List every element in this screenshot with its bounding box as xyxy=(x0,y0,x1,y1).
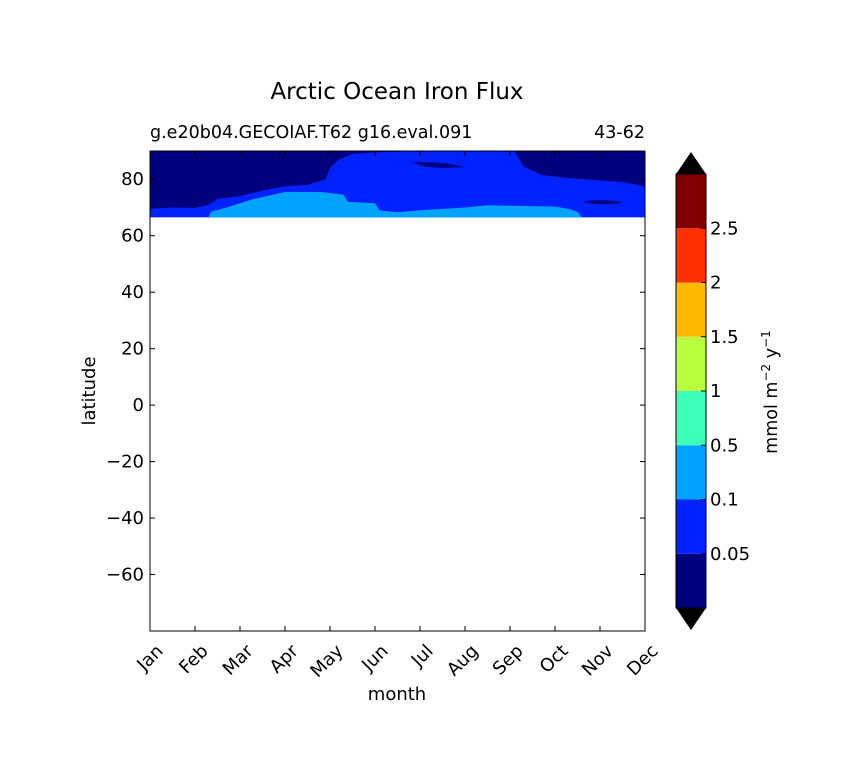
plot-area: Jan Feb Mar Apr May Jun Jul Aug Sep Oct Nov Dec 80 6… xyxy=(106,150,663,682)
y-tick-label: −40 xyxy=(106,508,144,529)
y-axis: 80 60 40 20 0 −20 −40 −60 xyxy=(106,169,645,586)
colorbar-extend-max xyxy=(676,152,706,174)
x-axis-label: month xyxy=(368,684,426,705)
x-tick-label: Feb xyxy=(175,641,212,678)
colorbar-segment xyxy=(676,445,706,500)
colorbar: 0.05 0.1 0.5 1 1.5 2 2.5 xyxy=(675,152,750,630)
colorbar-segment xyxy=(676,228,706,283)
y-tick-label: 40 xyxy=(121,282,144,303)
x-tick-label: Apr xyxy=(266,640,303,677)
contour-field xyxy=(150,151,645,218)
chart-subtitle-left: g.e20b04.GECOIAF.T62 g16.eval.091 xyxy=(150,123,472,143)
colorbar-tick-label: 0.05 xyxy=(710,544,750,565)
y-tick-label: 20 xyxy=(121,339,144,360)
colorbar-tick-label: 1 xyxy=(710,381,721,402)
x-tick-label: Sep xyxy=(489,641,528,680)
contour-patch-2 xyxy=(582,200,623,205)
x-tick-label: Jul xyxy=(407,641,438,672)
colorbar-segment xyxy=(676,391,706,446)
colorbar-extend-min xyxy=(676,608,706,630)
contour-band-lt-0.05-west xyxy=(150,151,645,209)
colorbar-segment xyxy=(676,282,706,337)
y-tick-label: 60 xyxy=(121,226,144,247)
colorbar-tick-label: 0.5 xyxy=(710,435,739,456)
x-tick-label: Jan xyxy=(132,641,167,676)
contour-patch-1 xyxy=(411,162,465,168)
colorbar-tick-label: 1.5 xyxy=(710,327,739,348)
colorbar-label: mmol m−2 y−1 xyxy=(759,330,782,454)
x-tick-label: Aug xyxy=(443,641,483,681)
chart-title: Arctic Ocean Iron Flux xyxy=(270,79,523,105)
colorbar-unit-exp2: −1 xyxy=(759,330,773,348)
x-tick-label: May xyxy=(306,640,347,681)
plot-frame xyxy=(149,150,646,632)
colorbar-segment xyxy=(676,336,706,391)
y-axis-label: latitude xyxy=(79,356,100,425)
x-tick-label: Jun xyxy=(357,641,392,676)
colorbar-unit-y: y xyxy=(762,348,782,364)
x-tick-label: Nov xyxy=(578,640,618,680)
y-tick-label: 0 xyxy=(133,395,144,416)
y-tick-label: −60 xyxy=(106,565,144,586)
colorbar-tick-label: 2.5 xyxy=(710,218,739,239)
x-tick-label: Mar xyxy=(219,640,258,679)
chart-subtitle-right: 43-62 xyxy=(594,123,645,143)
colorbar-segment xyxy=(676,174,706,229)
x-axis: Jan Feb Mar Apr May Jun Jul Aug Sep Oct Nov Dec xyxy=(132,151,663,682)
contour-band-0.1-0.5 xyxy=(208,191,582,218)
x-tick-label: Oct xyxy=(536,641,573,678)
colorbar-tick-label: 0.1 xyxy=(710,490,739,511)
colorbar-segment xyxy=(676,553,706,608)
colorbar-unit-exp1: −2 xyxy=(759,364,773,382)
y-tick-label: −20 xyxy=(106,452,144,473)
colorbar-tick-label: 2 xyxy=(710,273,721,294)
y-tick-label: 80 xyxy=(121,169,144,190)
colorbar-segment xyxy=(676,499,706,554)
contour-band-lt-0.05-east xyxy=(514,151,645,187)
x-tick-label: Dec xyxy=(623,641,662,680)
colorbar-unit-mmol: mmol m xyxy=(762,382,782,454)
